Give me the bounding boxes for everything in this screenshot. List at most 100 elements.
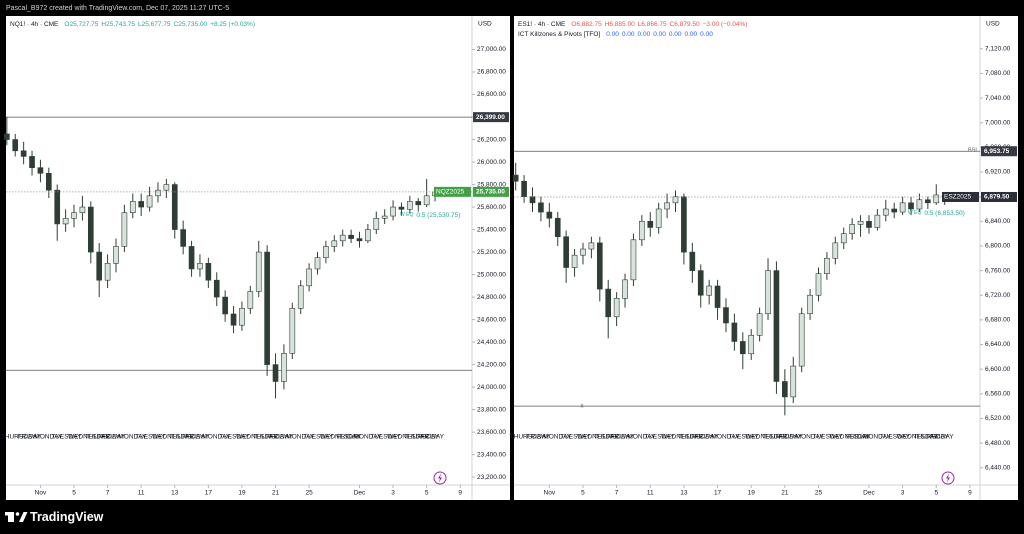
session-label: MONDAY [118,434,147,441]
session-label: THURSDAY [913,434,949,441]
y-tick-label: 6,640.00 [985,341,1011,348]
x-tick-label: 17 [205,490,213,497]
eq-level: 0.5 (25,530.75) [416,212,460,219]
x-tick-label: 19 [238,490,246,497]
session-label: WEDNESDAY [236,434,278,441]
candle-body [4,133,10,140]
x-tick-label: 13 [171,490,179,497]
y-tick-label: 6,600.00 [985,366,1011,373]
x-tick-label: 11 [647,490,654,497]
price-line-label: 26,399.00 [476,114,505,121]
ohlc-value: L6,866.75 [638,21,667,28]
candle-body [230,313,237,326]
candle-body [908,202,914,210]
indicator-value: 0.00 [606,31,619,38]
candle-body [529,196,536,204]
candle-body [87,206,94,253]
candle-body [748,334,755,355]
candle-body [596,242,603,290]
candle-body [255,251,262,292]
x-tick-label: 7 [106,490,110,497]
candle-body [297,285,304,309]
x-tick-label: 7 [615,490,619,497]
candle-body [731,322,738,342]
session-label: WEDNESDAY [661,434,703,441]
candle-body [365,229,371,242]
session-label: MONDAY [353,434,382,441]
session-label: THURSDAY [169,434,205,441]
y-tick-label: 24,200.00 [477,361,506,368]
candle-body [824,257,830,274]
x-tick-label: 5 [581,490,585,497]
candle-body [197,263,203,270]
session-label: TUESDAY [219,434,250,441]
candle-body [857,221,864,225]
candle-body [306,268,312,287]
session-label: FRIDAY [186,434,210,441]
y-tick-label: 7,000.00 [985,119,1011,126]
x-tick-label: 11 [138,490,145,497]
session-label: MONDAY [627,434,656,441]
session-label: FRIDAY [846,434,870,441]
candle-body [104,263,111,281]
candle-body [554,217,561,238]
price-line-label-box [981,146,1017,157]
candle-body [29,156,35,168]
session-label: WEDNESDAY [897,434,939,441]
candle-body [613,298,620,318]
session-label: TUESDAY [135,434,166,441]
last-price-label: 25,735.00 [476,189,505,196]
candle-body [899,202,906,213]
y-tick-label: 6,480.00 [985,440,1011,447]
session-label: TUESDAY [728,434,759,441]
panel-background [514,16,1018,500]
candle-body [356,238,363,242]
candle-body [62,218,69,225]
candle-body [331,240,338,247]
last-price-label-box [473,186,509,197]
session-label: TUESDAY [812,434,843,441]
candle-body [639,221,645,241]
indicator-value: 0.00 [669,31,682,38]
session-label: FRIDAY [779,434,803,441]
candle-body [798,313,805,367]
candle-body [188,246,195,270]
candle-body [79,206,86,213]
x-tick-label: 5 [425,490,429,497]
y-tick-label: 6,560.00 [985,391,1011,398]
y-tick-label: 6,840.00 [985,218,1011,225]
session-label: FRIDAY [337,434,361,441]
session-label: THURSDAY [404,434,440,441]
logo-dot [15,512,20,516]
candle-body [415,201,422,206]
logo-slash [19,512,28,522]
session-label: THURSDAY [678,434,714,441]
session-label: WEDNESDAY [745,434,787,441]
eq-text: W EQ [908,210,921,216]
candle-body [681,196,687,253]
candle-body [655,208,662,228]
session-label: MONDAY [543,434,572,441]
candle-body [765,270,771,315]
last-price-tag-box [942,191,979,202]
eq-annotation: W EQ 0.5 (25,530.75) [400,212,460,219]
candle-body [239,308,245,326]
logo-bar [5,512,14,516]
currency-label: USD [986,21,1000,28]
candle-body [213,279,220,298]
x-tick-label: 9 [968,490,972,497]
candle-body [163,184,170,191]
ohlc-value: C6,879.50 [670,21,700,28]
x-tick-label: 17 [714,490,722,497]
last-price-label-box [981,191,1017,202]
candle-body [339,234,346,242]
y-tick-label: 26,000.00 [477,159,506,166]
x-tick-label: 3 [901,490,905,497]
candle-body [622,279,628,299]
session-label: FRIDAY [102,434,126,441]
session-label: MONDAY [286,434,315,441]
candle-body [20,150,27,157]
candle-body [866,221,872,228]
y-tick-label: 6,920.00 [985,169,1011,176]
x-tick-label: 9 [458,490,462,497]
